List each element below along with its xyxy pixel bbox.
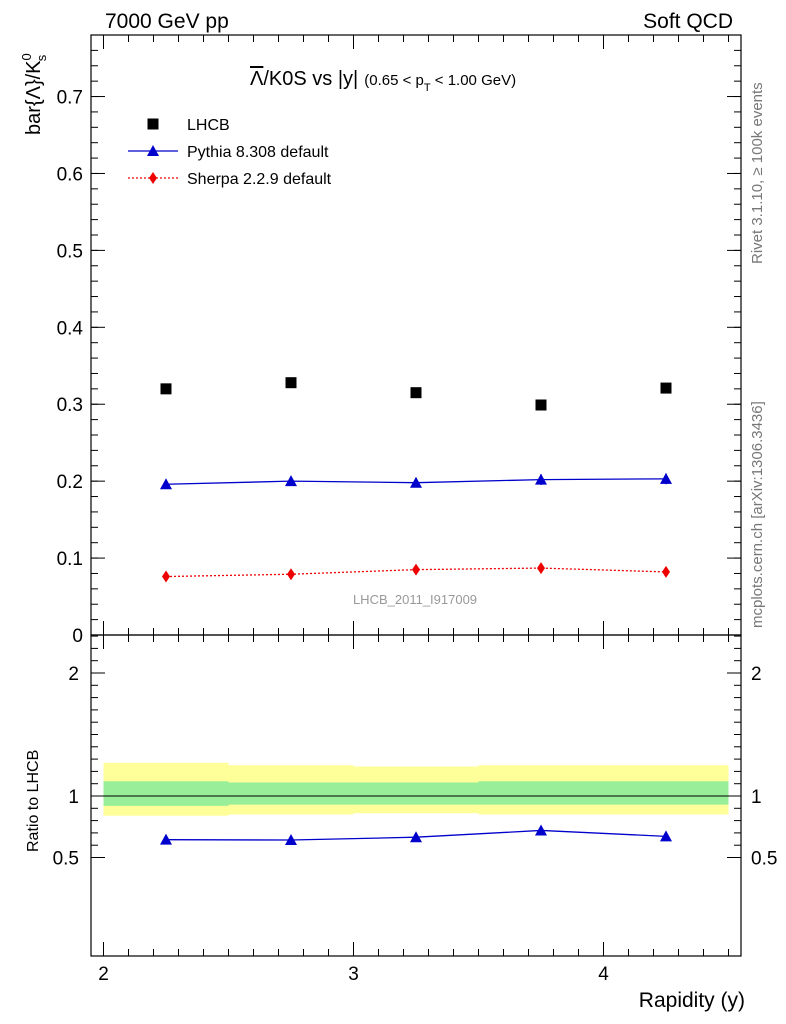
plot-title: Λ/K0S vs |y| (0.65 < pT < 1.00 GeV) — [250, 68, 516, 94]
ratio-y-tick-label-right: 1 — [751, 787, 762, 808]
rivet-label: Rivet 3.1.10, ≥ 100k events — [749, 82, 766, 264]
stat-uncertainty-band — [478, 781, 604, 805]
stat-uncertainty-band — [103, 781, 229, 806]
data-point — [410, 476, 422, 488]
ratio-data-point — [535, 824, 547, 836]
data-point — [537, 562, 545, 575]
data-point — [535, 399, 547, 411]
data-point — [535, 473, 547, 485]
analysis-watermark: LHCB_2011_I917009 — [353, 592, 477, 607]
data-point — [162, 570, 170, 583]
data-point — [287, 568, 295, 581]
title-cut-sub: T — [424, 82, 431, 94]
stat-uncertainty-band — [353, 782, 479, 805]
data-point — [160, 383, 172, 395]
y-tick-label: 0.1 — [57, 549, 83, 570]
ratio-series — [160, 824, 672, 846]
ratio-y-tick-label: 1 — [68, 787, 79, 808]
data-point — [412, 563, 420, 576]
ratio-data-point — [285, 834, 297, 846]
y-tick-label: 0 — [72, 626, 83, 647]
y-tick-label: 0.3 — [57, 395, 83, 416]
data-point — [662, 565, 670, 578]
x-tick-label: 3 — [348, 964, 359, 985]
y-tick-label: 0.4 — [57, 318, 84, 339]
legend-marker — [147, 118, 159, 130]
legend-entry: LHCB — [147, 117, 230, 134]
y-tick-label: 0.5 — [57, 241, 83, 262]
data-point — [285, 475, 297, 487]
x-tick-label: 2 — [98, 964, 109, 985]
x-tick-label: 4 — [598, 964, 609, 985]
stat-uncertainty-band — [228, 782, 354, 805]
ratio-y-tick-label: 0.5 — [53, 849, 79, 870]
legend: LHCB Pythia 8.308 default Sherpa 2.2.9 def… — [128, 117, 332, 188]
legend-label: LHCB — [187, 117, 230, 134]
series-line — [165, 567, 667, 578]
ratio-data-point — [660, 830, 672, 842]
top-y-axis-label: bar{Λ}/K0s — [19, 53, 49, 135]
legend-entry: Pythia 8.308 default — [128, 144, 329, 161]
top-ylabel-sup: 0 — [19, 53, 34, 60]
top-ylabel-main: bar{Λ}/K — [23, 60, 45, 135]
mcplots-label: mcplots.cern.ch [arXiv:1306.3436] — [749, 401, 766, 628]
ratio-data-point — [410, 831, 422, 843]
legend-marker — [147, 145, 159, 156]
title-cut-suffix: < 1.00 GeV) — [431, 72, 516, 89]
data-point — [660, 472, 672, 484]
main-series — [160, 377, 672, 583]
legend-label: Sherpa 2.2.9 default — [187, 171, 332, 188]
title-lambda: Λ — [250, 68, 264, 90]
title-cut-prefix: (0.65 < p — [364, 72, 424, 89]
x-axis-label: Rapidity (y) — [639, 989, 745, 1012]
ratio-y-tick-label-right: 0.5 — [751, 849, 777, 870]
y-tick-label: 0.2 — [57, 472, 83, 493]
data-point — [410, 387, 422, 399]
ratio-y-axis-label: Ratio to LHCB — [25, 750, 42, 852]
title-main: /K0S vs |y| — [263, 68, 358, 90]
y-tick-label: 0.7 — [57, 88, 83, 109]
y-tick-label: 0.6 — [57, 164, 83, 185]
header-right: Soft QCD — [643, 10, 733, 33]
data-point — [160, 478, 172, 490]
axis-ticks: 0 0.1 0.2 0.3 0.4 0.5 0.6 0.7 2 3 4 0.5 0.5 1 1 2 2 — [53, 34, 777, 985]
ratio-y-tick-label: 2 — [68, 664, 79, 685]
data-point — [660, 382, 672, 394]
ratio-y-tick-label-right: 2 — [751, 664, 762, 685]
header-left: 7000 GeV pp — [105, 10, 229, 33]
stat-uncertainty-band — [603, 781, 729, 805]
legend-label: Pythia 8.308 default — [187, 144, 329, 161]
legend-entry: Sherpa 2.2.9 default — [128, 171, 332, 188]
top-ylabel-sub: s — [34, 54, 49, 61]
data-point — [285, 377, 297, 389]
ratio-data-point — [160, 833, 172, 845]
legend-marker — [149, 172, 157, 184]
ratio-uncertainty-bands — [103, 762, 729, 816]
